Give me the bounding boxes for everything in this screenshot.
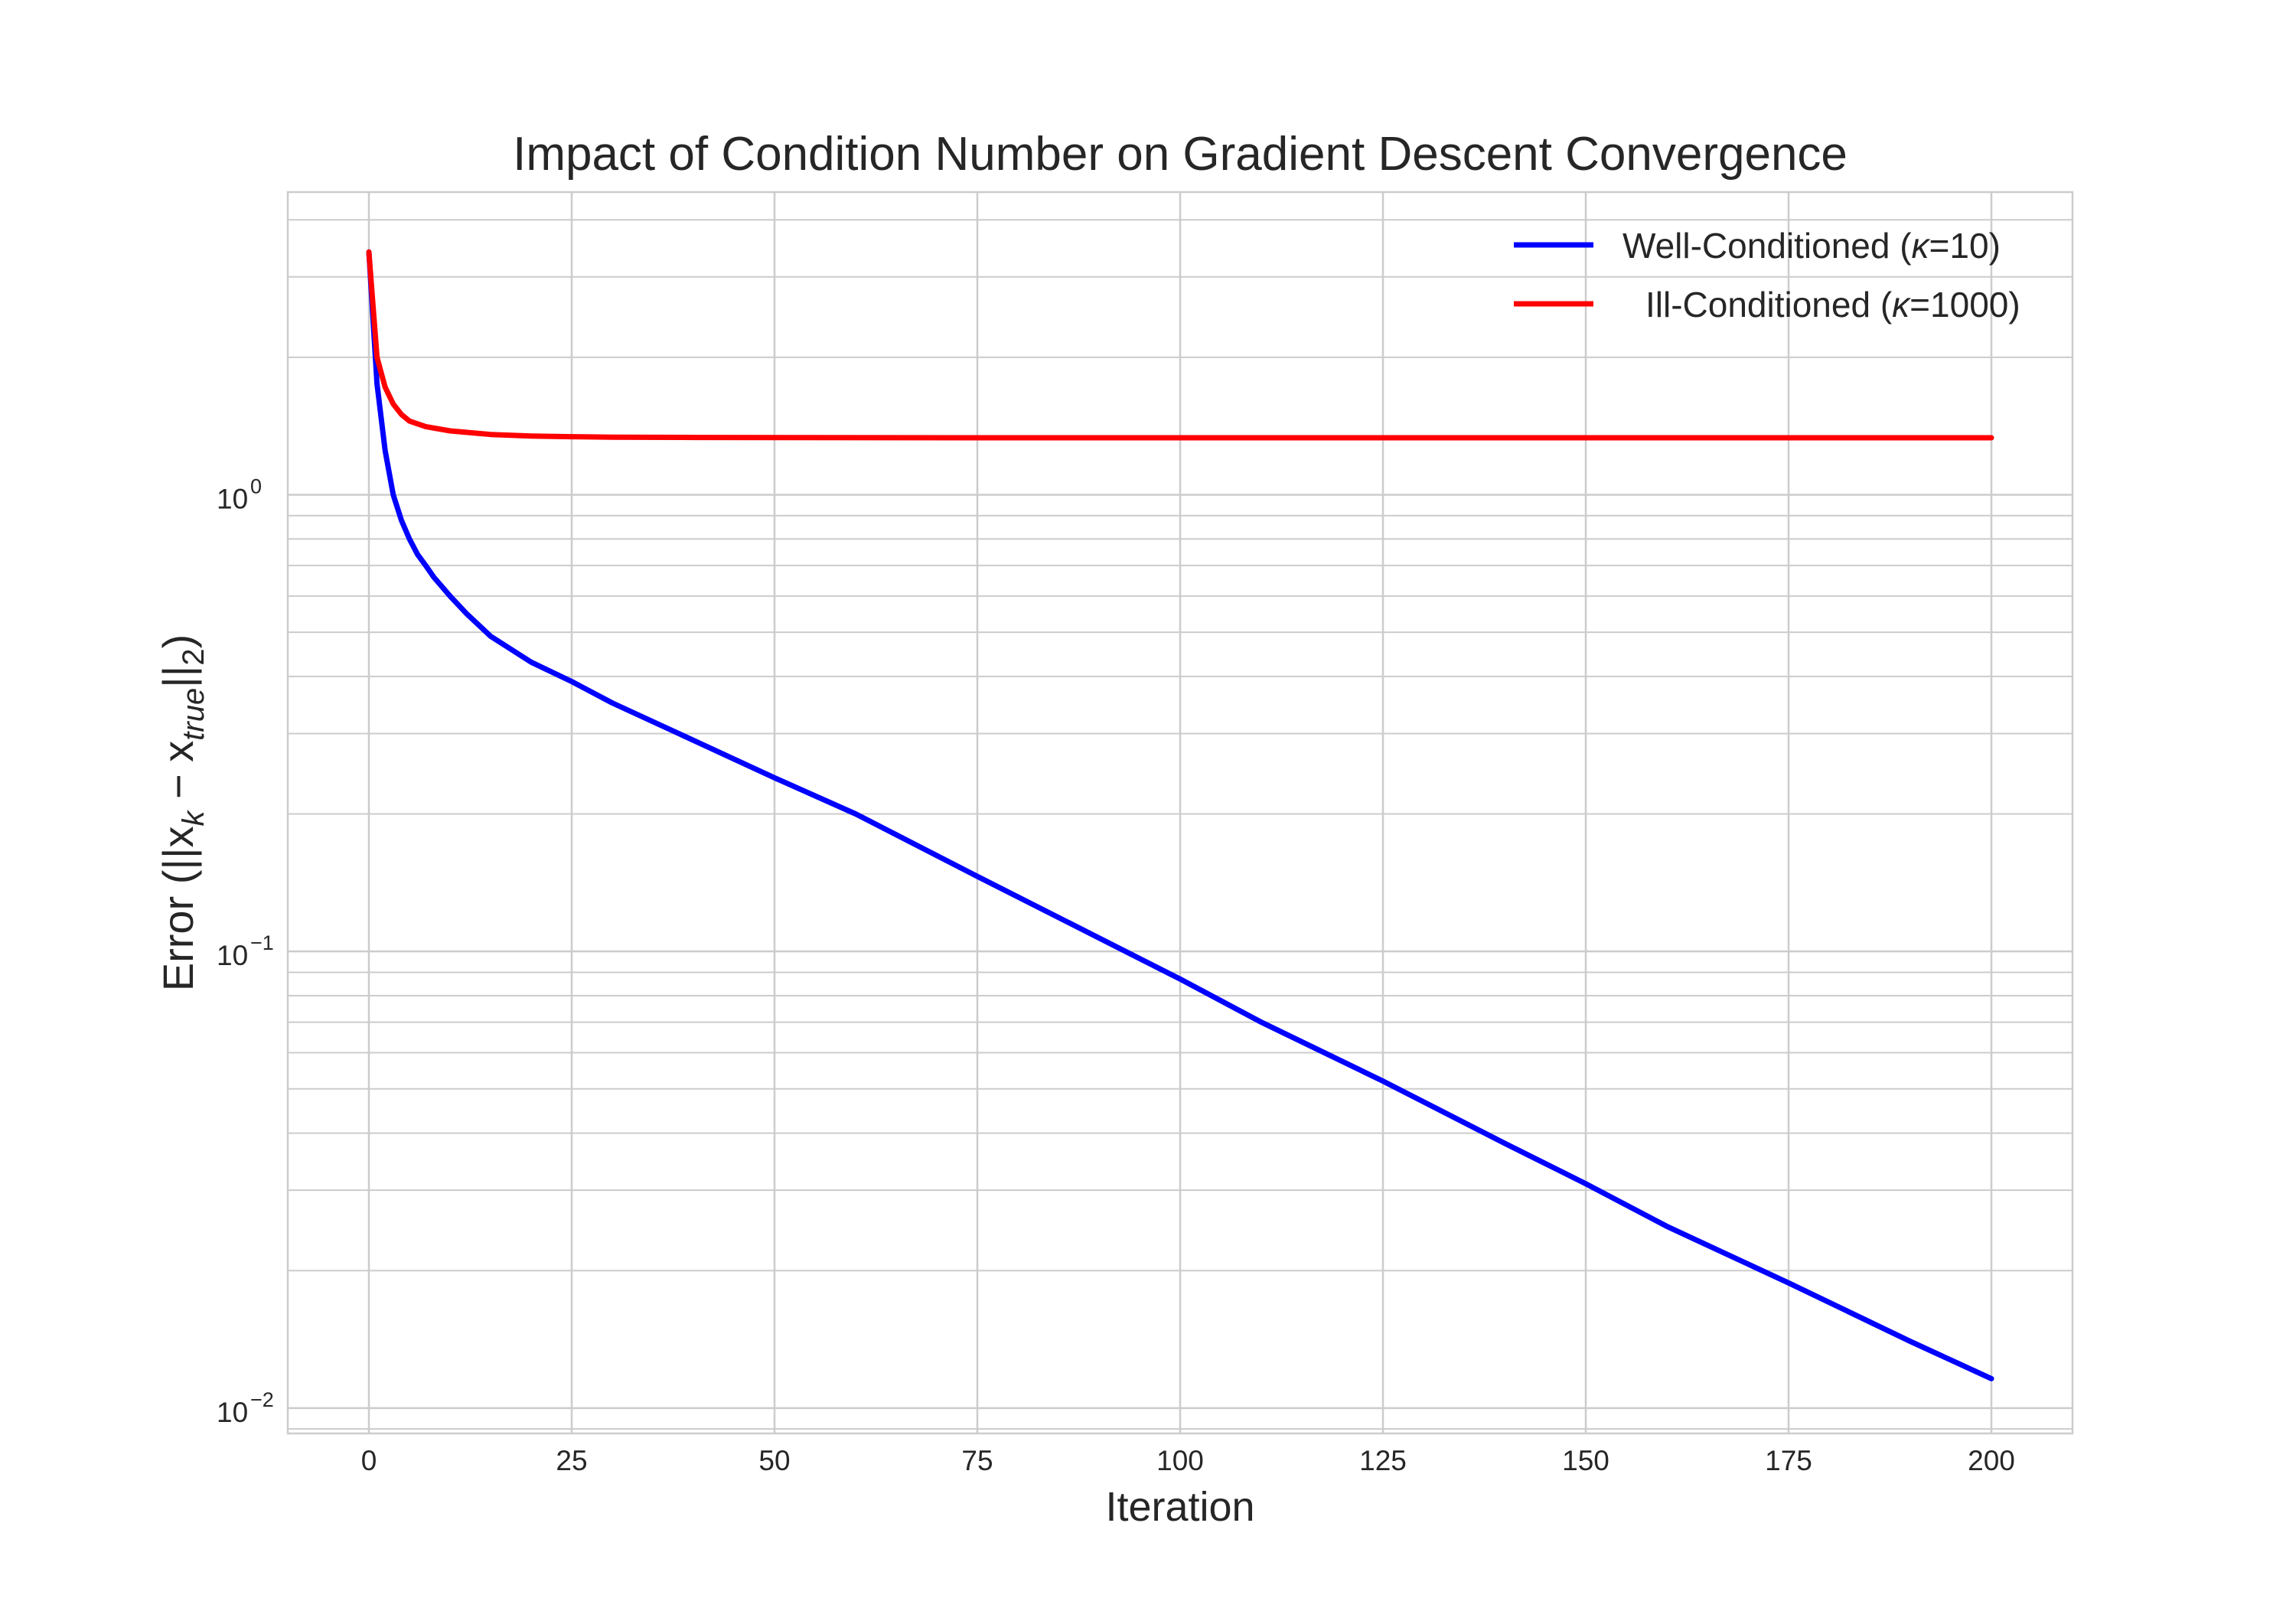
y-tick-label-exponent: 0 (250, 474, 262, 497)
x-tick-labels: 0 25 50 75 100 125 150 175 200 (361, 1445, 2015, 1476)
series-lines (366, 249, 1994, 1381)
legend-label-well-conditioned: Well-Conditioned (κ=10) (1623, 226, 2001, 266)
x-tick-label: 75 (961, 1445, 993, 1476)
x-tick-label: 0 (361, 1445, 377, 1476)
plot-frame (286, 191, 2074, 1435)
series-line-ill-conditioned (366, 249, 1994, 441)
y-axis-label-sub-true: true (177, 688, 210, 741)
y-axis-label-end: ) (154, 634, 202, 649)
x-tick-label: 150 (1562, 1445, 1609, 1476)
y-axis-label-mid: − x (154, 741, 202, 811)
y-tick-label: 10 (217, 940, 248, 971)
y-axis-label-sub-2: 2 (177, 648, 210, 665)
legend-label-well-prefix: Well-Conditioned ( (1623, 226, 1912, 266)
legend-label-ill-suffix: =1000) (1910, 285, 2020, 324)
legend-label-ill-conditioned: Ill-Conditioned (κ=1000) (1645, 285, 2020, 324)
legend-label-well-suffix: =10) (1929, 226, 2001, 266)
y-tick-label-exponent: −2 (250, 1388, 274, 1411)
y-tick-label: 10 (217, 1397, 248, 1428)
legend-label-well-kappa: κ (1912, 226, 1931, 266)
y-axis-label-sub-k: k (177, 810, 210, 827)
y-axis-label-norm: || (154, 666, 202, 688)
y-axis-label-prefix: Error (||x (154, 827, 202, 992)
y-tick-label-exponent: −1 (250, 931, 274, 954)
x-tick-label: 100 (1156, 1445, 1204, 1476)
series-line-well-conditioned (366, 249, 1994, 1381)
legend-label-ill-prefix: Ill-Conditioned ( (1645, 285, 1893, 324)
x-axis-label: Iteration (1105, 1484, 1254, 1530)
legend-label-ill-kappa: κ (1892, 285, 1911, 324)
y-axis-label: Error (||xk − xtrue||2) (154, 634, 210, 992)
legend: Well-Conditioned (κ=10) Ill-Conditioned … (1514, 226, 2020, 324)
x-tick-label: 175 (1765, 1445, 1812, 1476)
x-tick-label: 125 (1359, 1445, 1407, 1476)
y-tick-label: 10 (217, 483, 248, 514)
x-tick-label: 25 (556, 1445, 587, 1476)
x-tick-label: 50 (758, 1445, 790, 1476)
x-tick-label: 200 (1968, 1445, 2015, 1476)
grid-lines (288, 192, 2073, 1433)
chart-title: Impact of Condition Number on Gradient D… (513, 128, 1848, 181)
